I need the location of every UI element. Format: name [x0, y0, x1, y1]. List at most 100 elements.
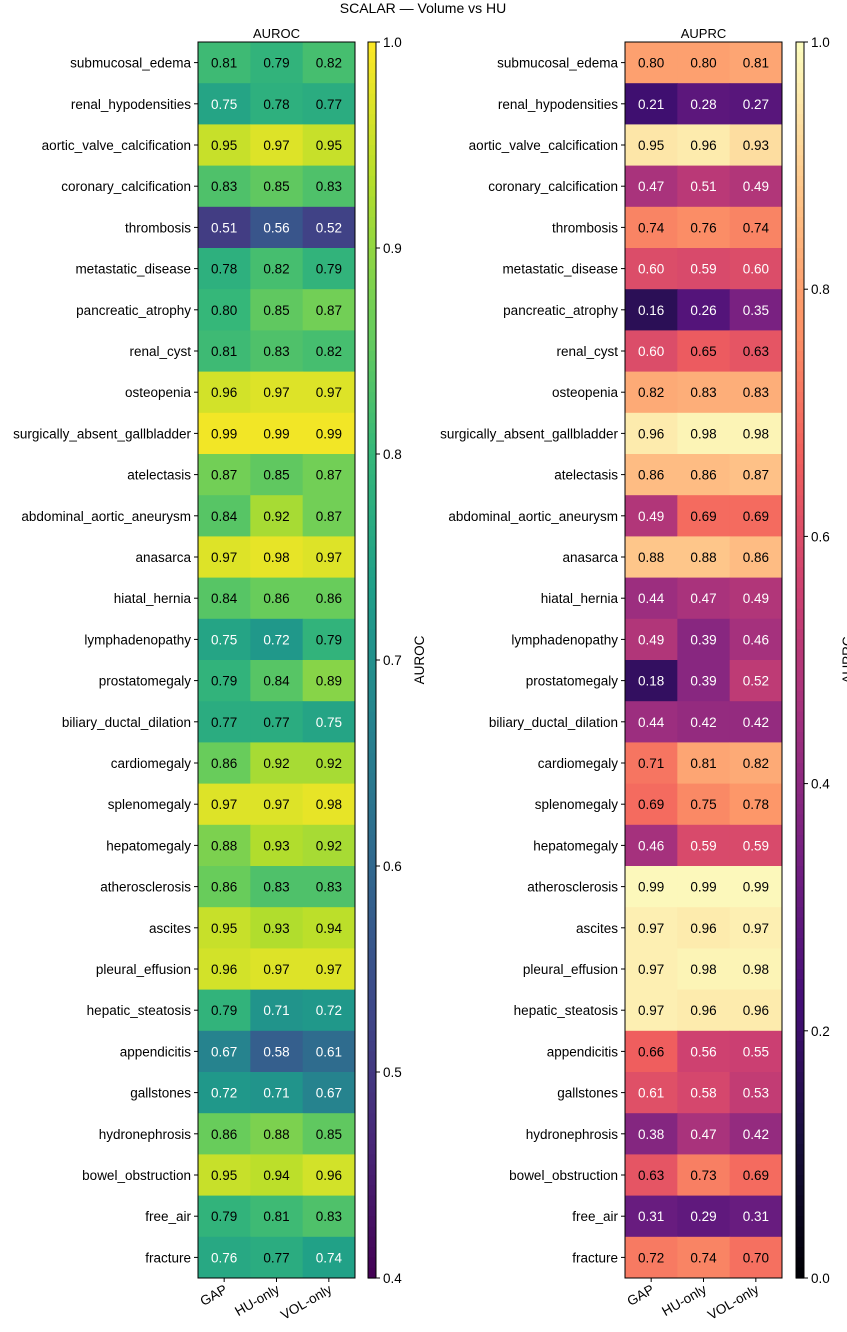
- colorbar-segment: [368, 866, 376, 877]
- heatmap-cell: [250, 330, 304, 373]
- cell-value-label: 0.96: [316, 1168, 342, 1183]
- heatmap-cell: [677, 248, 731, 290]
- cell-value-label: 0.56: [690, 1044, 716, 1059]
- row-label: hydronephrosis: [99, 1127, 192, 1142]
- colorbar-segment: [368, 1041, 376, 1052]
- figure-title: SCALAR — Volume vs HU: [340, 0, 507, 16]
- colorbar-segment: [368, 227, 376, 239]
- cell-value-label: 0.95: [211, 1168, 237, 1183]
- heatmap-cell: [250, 866, 304, 908]
- colorbar-tick-label: 1.0: [811, 35, 830, 50]
- cell-value-label: 0.75: [690, 797, 716, 812]
- heatmap-cell: [625, 165, 678, 208]
- row-label: atherosclerosis: [100, 880, 191, 895]
- colorbar-segment: [796, 371, 804, 383]
- cell-value-label: 0.86: [211, 756, 237, 771]
- heatmap-cell: [625, 454, 678, 496]
- heatmap-cell: [198, 1195, 251, 1238]
- row-label: surgically_absent_gallbladder: [440, 426, 618, 441]
- colorbar-segment: [368, 948, 376, 960]
- colorbar-segment: [368, 505, 376, 517]
- heatmap-cell: [729, 907, 783, 949]
- colorbar-segment: [368, 999, 376, 1011]
- heatmap-cell: [729, 824, 783, 867]
- row-label: metastatic_disease: [75, 262, 191, 277]
- colorbar-tick-label: 0.7: [383, 653, 402, 668]
- cell-value-label: 0.67: [316, 1086, 342, 1101]
- cell-value-label: 0.67: [211, 1044, 237, 1059]
- heatmap-cell: [625, 83, 678, 125]
- colorbar-segment: [368, 1113, 376, 1125]
- colorbar-segment: [368, 1247, 376, 1258]
- heatmap-cell: [302, 618, 356, 661]
- row-label: submucosal_edema: [497, 56, 618, 71]
- cell-value-label: 0.99: [690, 880, 716, 895]
- row-label: hepatomegaly: [533, 838, 618, 853]
- cell-value-label: 0.83: [316, 179, 342, 194]
- colorbar-segment: [368, 52, 376, 64]
- heatmap-cell: [250, 206, 304, 249]
- colorbar-segment: [368, 649, 376, 661]
- heatmap-cell: [677, 660, 731, 702]
- heatmap-cell: [302, 1154, 356, 1197]
- cell-value-label: 0.99: [211, 426, 237, 441]
- cell-value-label: 0.99: [743, 880, 769, 895]
- heatmap-cell: [198, 83, 251, 125]
- cell-value-label: 0.69: [690, 509, 716, 524]
- row-label: renal_hypodensities: [71, 97, 191, 112]
- row-label: abdominal_aortic_aneurysm: [448, 509, 618, 524]
- colorbar-segment: [796, 114, 804, 125]
- colorbar-segment: [368, 598, 376, 610]
- cell-value-label: 0.27: [743, 97, 769, 112]
- row-label: lymphadenopathy: [511, 632, 618, 647]
- heatmap-cell: [198, 124, 251, 167]
- colorbar-segment: [796, 536, 804, 548]
- colorbar-segment: [368, 1154, 376, 1166]
- cell-value-label: 0.74: [638, 220, 665, 235]
- cell-value-label: 0.92: [263, 509, 289, 524]
- cell-value-label: 0.42: [690, 715, 716, 730]
- cell-value-label: 0.78: [263, 97, 289, 112]
- colorbar-segment: [368, 1072, 376, 1083]
- colorbar-segment: [796, 248, 804, 259]
- colorbar-segment: [796, 608, 804, 620]
- colorbar-segment: [368, 1102, 376, 1114]
- heatmap-cell: [302, 42, 356, 84]
- colorbar-segment: [368, 443, 376, 455]
- cell-value-label: 0.97: [316, 962, 342, 977]
- colorbar-segment: [368, 660, 376, 671]
- heatmap-cell: [198, 660, 251, 702]
- colorbar-segment: [796, 783, 804, 795]
- colorbar-segment: [796, 999, 804, 1011]
- heatmap-cell: [677, 206, 731, 249]
- colorbar-segment: [368, 268, 376, 280]
- heatmap-cell: [677, 1072, 731, 1114]
- colorbar-tick-label: 0.2: [811, 1024, 830, 1039]
- heatmap-cell: [302, 495, 356, 537]
- cell-value-label: 0.86: [211, 1127, 237, 1142]
- cell-value-label: 0.85: [316, 1127, 342, 1142]
- colorbar-segment: [796, 175, 804, 187]
- heatmap-cell: [625, 371, 678, 414]
- cell-value-label: 0.96: [690, 921, 716, 936]
- heatmap-cell: [729, 783, 783, 826]
- colorbar-segment: [796, 1154, 804, 1166]
- heatmap-cell: [250, 165, 304, 208]
- colorbar-segment: [368, 845, 376, 857]
- cell-value-label: 0.96: [638, 426, 664, 441]
- colorbar-segment: [368, 330, 376, 342]
- colorbar-segment: [796, 1020, 804, 1032]
- colorbar-segment: [796, 134, 804, 146]
- colorbar-segment: [796, 505, 804, 517]
- colorbar-segment: [796, 1226, 804, 1238]
- colorbar-segment: [368, 1020, 376, 1032]
- colorbar-segment: [796, 42, 804, 53]
- colorbar-segment: [368, 1092, 376, 1104]
- colorbar-segment: [796, 474, 804, 486]
- colorbar-segment: [368, 711, 376, 723]
- cell-value-label: 0.63: [638, 1168, 664, 1183]
- colorbar-segment: [368, 248, 376, 259]
- colorbar-segment: [368, 763, 376, 774]
- cell-value-label: 0.74: [743, 220, 770, 235]
- colorbar-segment: [368, 124, 376, 136]
